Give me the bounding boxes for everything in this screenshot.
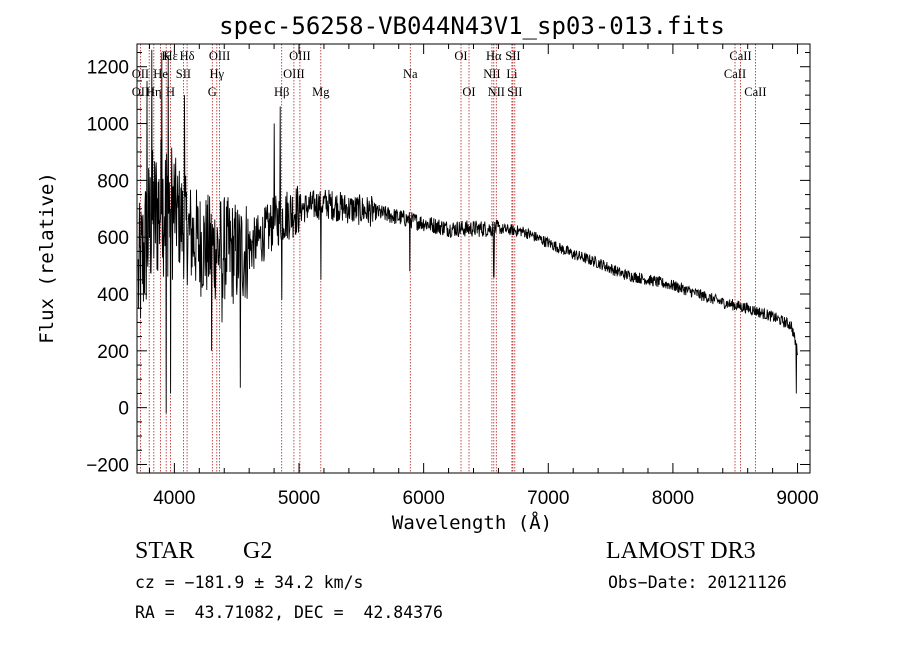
x-axis-label: Wavelength (Å): [392, 511, 552, 534]
y-tick-label: 1000: [87, 115, 129, 136]
x-tick-label: 5000: [278, 488, 320, 509]
line-label: CaII: [729, 49, 751, 63]
line-label: Hη: [146, 85, 162, 99]
line-label: OI: [462, 85, 475, 99]
line-label: OIII: [283, 67, 305, 81]
line-label: Hδ: [180, 49, 195, 63]
y-tick-label: 200: [97, 342, 129, 363]
y-tick-label: 400: [97, 285, 129, 306]
line-label: G: [208, 85, 217, 99]
line-label: CaII: [724, 67, 746, 81]
x-tick-label: 7000: [527, 488, 569, 509]
x-tick-label: 8000: [652, 488, 694, 509]
y-axis-label: Flux (relative): [36, 172, 58, 344]
object-subclass: G2: [243, 538, 273, 564]
line-label: Hβ: [274, 85, 289, 99]
y-tick-label: −200: [86, 455, 129, 476]
observation-date: Obs−Date: 20121126: [608, 573, 787, 592]
y-tick-label: 800: [97, 171, 129, 192]
line-label: OIII: [209, 49, 231, 63]
x-tick-label: 6000: [403, 488, 445, 509]
line-label: He: [153, 67, 168, 81]
line-label: NII: [488, 85, 505, 99]
line-label: Hε: [164, 49, 178, 63]
x-tick-label: 9000: [776, 488, 818, 509]
line-label: OII: [132, 85, 149, 99]
line-label: Hγ: [210, 67, 225, 81]
spectrum-series: [137, 49, 798, 414]
line-label: SII: [507, 85, 522, 99]
y-tick-label: 0: [118, 399, 129, 420]
line-label: OII: [132, 67, 149, 81]
line-label: OI: [454, 49, 467, 63]
line-label: NII: [483, 67, 500, 81]
redshift-velocity: cz = −181.9 ± 34.2 km/s: [135, 573, 364, 592]
line-label: OIII: [289, 49, 311, 63]
object-class: STAR: [135, 538, 195, 564]
line-label: Mg: [312, 85, 330, 99]
line-label: SII: [176, 67, 191, 81]
y-tick-label: 1200: [87, 58, 129, 79]
line-label: Hα: [486, 49, 502, 63]
line-label: H: [166, 85, 175, 99]
line-label: SII: [505, 49, 520, 63]
line-label: K: [162, 49, 171, 63]
x-tick-label: 4000: [153, 488, 195, 509]
line-label: Li: [506, 67, 518, 81]
survey-name: LAMOST DR3: [606, 538, 756, 564]
chart-title: spec-56258-VB044N43V1_sp03-013.fits: [219, 12, 725, 40]
coordinates: RA = 43.71082, DEC = 42.84376: [135, 603, 443, 622]
spectrum-line: [137, 49, 798, 414]
axis-ticks: 4000 5000 6000 7000 8000 9000 −200 0 200 400 600 80…: [86, 44, 819, 509]
y-tick-label: 600: [97, 228, 129, 249]
line-label: Na: [403, 67, 418, 81]
line-label: CaII: [744, 85, 766, 99]
